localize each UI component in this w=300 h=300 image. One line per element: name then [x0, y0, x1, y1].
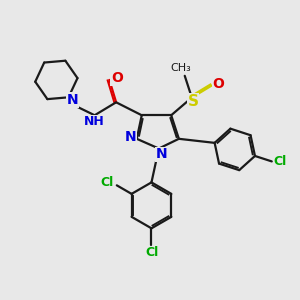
- Text: Cl: Cl: [101, 176, 114, 190]
- Text: S: S: [188, 94, 199, 109]
- Text: N: N: [124, 130, 136, 144]
- Text: N: N: [67, 93, 78, 107]
- Text: Cl: Cl: [273, 155, 286, 168]
- Text: O: O: [213, 77, 224, 91]
- Text: NH: NH: [84, 115, 104, 128]
- Text: CH₃: CH₃: [171, 63, 192, 74]
- Text: O: O: [111, 71, 123, 85]
- Text: Cl: Cl: [146, 246, 159, 259]
- Text: N: N: [155, 147, 167, 161]
